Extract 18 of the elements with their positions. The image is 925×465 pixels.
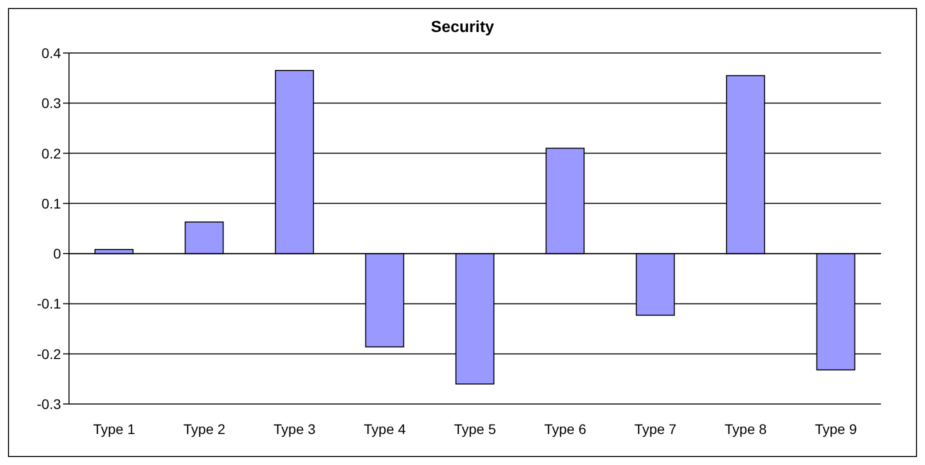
y-tick-label: -0.2 [36, 346, 62, 362]
y-tick-label: 0 [53, 246, 62, 262]
x-tick-label: Type 8 [724, 420, 767, 437]
x-tick-label: Type 3 [274, 420, 316, 437]
y-tick-label: -0.3 [36, 396, 62, 412]
chart-title: Security [430, 19, 496, 37]
x-tick-label: Type 6 [544, 420, 586, 437]
x-tick-label: Type 9 [814, 420, 858, 437]
x-tick-label: Type 1 [93, 420, 136, 437]
y-tick-label: -0.1 [36, 296, 62, 312]
y-tick-label: 0.4 [42, 44, 62, 61]
x-tick-label: Type 4 [364, 420, 406, 437]
x-tick-label: Type 5 [454, 420, 496, 437]
x-tick-label: Type 2 [183, 420, 226, 437]
y-tick-label: 0.1 [42, 195, 62, 212]
x-tick-label: Type 7 [634, 420, 677, 437]
y-tick-label: 0.3 [42, 95, 62, 112]
y-tick-label: 0.2 [42, 145, 62, 162]
